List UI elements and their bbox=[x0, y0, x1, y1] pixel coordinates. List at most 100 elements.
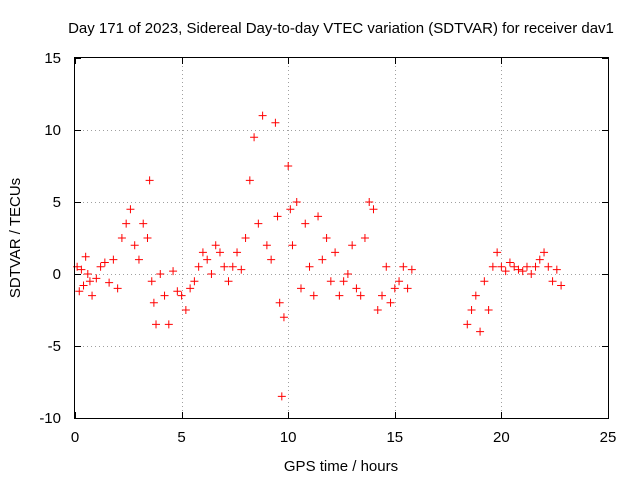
x-tick-label: 20 bbox=[493, 429, 510, 446]
data-point bbox=[463, 320, 472, 329]
x-tick-label: 25 bbox=[600, 429, 617, 446]
grid bbox=[75, 58, 608, 418]
y-tick-label: 15 bbox=[44, 50, 61, 67]
data-point bbox=[335, 291, 344, 300]
data-point bbox=[356, 291, 365, 300]
x-tick-label: 15 bbox=[386, 429, 403, 446]
data-point bbox=[403, 284, 412, 293]
data-point bbox=[177, 291, 186, 300]
y-tick-label: 5 bbox=[53, 194, 61, 211]
data-point bbox=[164, 320, 173, 329]
data-point bbox=[130, 241, 139, 250]
data-point bbox=[476, 327, 485, 336]
data-point bbox=[139, 219, 148, 228]
x-tick-label: 5 bbox=[177, 429, 185, 446]
data-point bbox=[228, 262, 237, 271]
data-point bbox=[369, 205, 378, 214]
data-point bbox=[277, 392, 286, 401]
data-point bbox=[273, 212, 282, 221]
data-point bbox=[105, 278, 114, 287]
data-point bbox=[497, 262, 506, 271]
data-point bbox=[143, 234, 152, 242]
data-point bbox=[85, 277, 94, 286]
data-point bbox=[275, 298, 284, 307]
data-point bbox=[518, 267, 527, 276]
data-point bbox=[309, 291, 318, 300]
data-point bbox=[373, 306, 382, 314]
y-tick-label: 10 bbox=[44, 122, 61, 139]
data-point bbox=[395, 277, 404, 286]
data-point bbox=[527, 270, 536, 278]
data-point bbox=[81, 252, 90, 261]
data-point bbox=[382, 262, 391, 271]
data-point bbox=[160, 291, 169, 300]
data-point bbox=[271, 118, 280, 127]
data-point bbox=[493, 248, 502, 257]
y-tick-label: 0 bbox=[53, 266, 61, 283]
data-point bbox=[262, 241, 271, 250]
data-point bbox=[505, 258, 514, 267]
data-point bbox=[301, 219, 310, 228]
data-point bbox=[535, 255, 544, 264]
data-point bbox=[173, 287, 182, 296]
data-point bbox=[117, 234, 126, 242]
chart-title: Day 171 of 2023, Sidereal Day-to-day VTE… bbox=[68, 20, 614, 37]
data-point bbox=[147, 277, 156, 286]
data-point bbox=[480, 277, 489, 286]
x-axis-label: GPS time / hours bbox=[284, 458, 398, 475]
data-point bbox=[343, 270, 352, 278]
data-point bbox=[501, 267, 510, 276]
data-point bbox=[548, 277, 557, 286]
data-point bbox=[322, 234, 331, 242]
data-point bbox=[378, 291, 387, 300]
data-point bbox=[169, 267, 178, 276]
data-point bbox=[326, 277, 335, 286]
data-point bbox=[100, 258, 109, 267]
data-point bbox=[544, 262, 553, 271]
data-point bbox=[92, 274, 101, 283]
data-point bbox=[399, 262, 408, 271]
data-point bbox=[237, 265, 246, 274]
data-point bbox=[267, 255, 276, 264]
y-tick-label: -5 bbox=[48, 338, 61, 355]
data-point bbox=[75, 287, 84, 296]
data-point bbox=[386, 298, 395, 307]
data-point bbox=[181, 306, 190, 314]
data-point bbox=[254, 219, 263, 228]
data-point bbox=[145, 176, 154, 185]
data-point bbox=[152, 320, 161, 329]
data-point bbox=[241, 234, 250, 242]
data-point bbox=[352, 284, 361, 293]
data-point bbox=[207, 270, 216, 278]
data-point bbox=[250, 133, 259, 142]
data-point bbox=[467, 306, 476, 314]
axis-ticks: 0 5 10 15 20 25 -10 -5 0 5 10 15 bbox=[39, 50, 616, 446]
data-point bbox=[522, 262, 531, 271]
x-tick-label: 0 bbox=[71, 429, 79, 446]
data-point bbox=[339, 277, 348, 286]
data-point bbox=[292, 198, 301, 206]
data-point bbox=[510, 262, 519, 271]
data-point bbox=[134, 255, 143, 264]
data-point bbox=[233, 248, 242, 257]
data-point bbox=[514, 265, 523, 274]
data-point bbox=[296, 284, 305, 293]
data-point bbox=[88, 291, 97, 300]
data-point bbox=[286, 205, 295, 214]
data-point bbox=[279, 313, 288, 322]
data-point bbox=[540, 248, 549, 257]
data-point bbox=[220, 262, 229, 271]
data-point bbox=[215, 248, 224, 257]
data-point bbox=[190, 277, 199, 286]
data-point bbox=[186, 284, 195, 293]
data-point bbox=[83, 270, 92, 278]
data-point bbox=[122, 219, 131, 228]
data-point bbox=[407, 265, 416, 274]
data-point bbox=[258, 111, 267, 120]
data-point bbox=[365, 198, 374, 206]
data-point bbox=[390, 284, 399, 293]
data-point bbox=[288, 241, 297, 250]
data-point bbox=[203, 255, 212, 264]
data-point bbox=[126, 205, 135, 214]
